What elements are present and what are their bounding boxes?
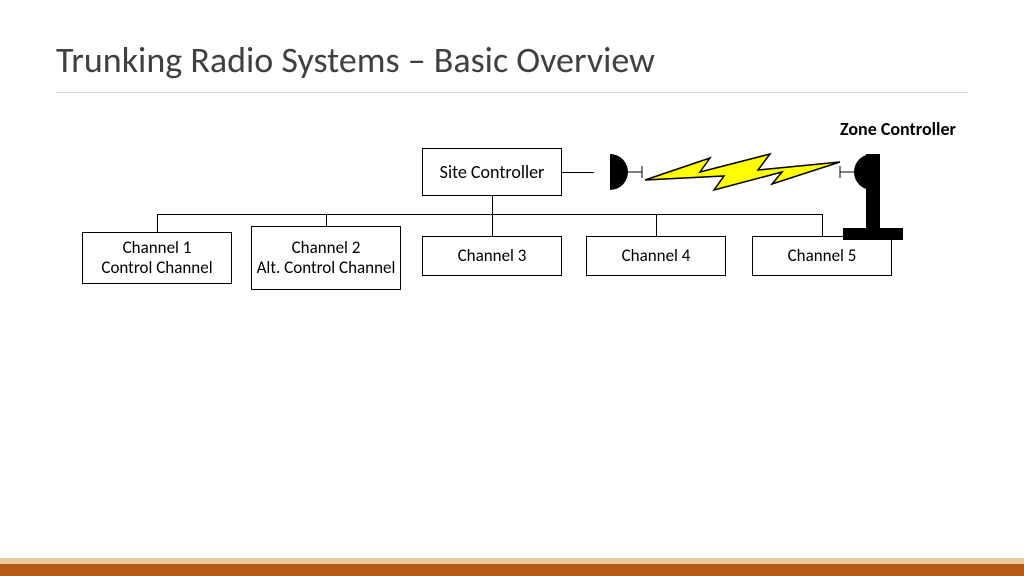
channel-title: Channel 3 bbox=[458, 246, 527, 266]
channel-box: Channel 3 bbox=[422, 236, 562, 276]
footer-bar-inner bbox=[0, 564, 1024, 576]
title-underline bbox=[56, 92, 968, 93]
channel-title: Channel 5 bbox=[788, 246, 857, 266]
connector-line bbox=[492, 196, 493, 214]
site-controller-label: Site Controller bbox=[440, 161, 545, 183]
channel-subtitle: Alt. Control Channel bbox=[257, 258, 396, 278]
channel-box: Channel 5 bbox=[752, 236, 892, 276]
page-title: Trunking Radio Systems – Basic Overview bbox=[56, 38, 655, 82]
zone-controller-label: Zone Controller bbox=[840, 118, 956, 140]
connector-line bbox=[157, 214, 823, 215]
receiver-tower-icon bbox=[822, 142, 922, 242]
connector-line bbox=[157, 214, 158, 232]
connector-line bbox=[326, 214, 327, 226]
channel-title: Channel 2 bbox=[292, 238, 361, 258]
channel-box: Channel 1Control Channel bbox=[82, 232, 232, 284]
channel-box: Channel 4 bbox=[586, 236, 726, 276]
connector-line bbox=[492, 214, 493, 236]
channel-subtitle: Control Channel bbox=[101, 258, 212, 278]
channel-title: Channel 4 bbox=[622, 246, 691, 266]
site-controller-box: Site Controller bbox=[422, 148, 562, 196]
channel-title: Channel 1 bbox=[123, 238, 192, 258]
channel-box: Channel 2Alt. Control Channel bbox=[251, 226, 401, 290]
connector-line bbox=[656, 214, 657, 236]
